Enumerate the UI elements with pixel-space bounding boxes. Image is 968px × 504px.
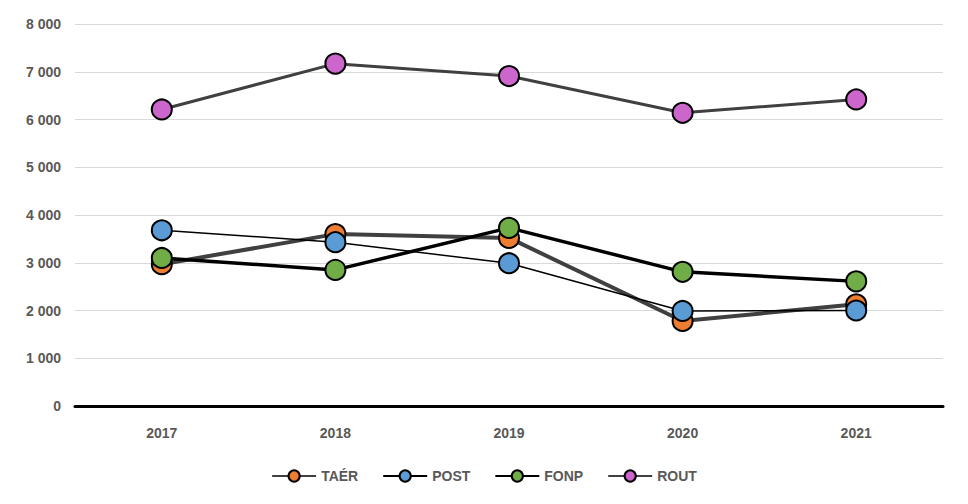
svg-text:3 000: 3 000 [26,255,61,271]
svg-text:POST: POST [432,468,471,484]
svg-text:FONP: FONP [544,468,583,484]
svg-text:2 000: 2 000 [26,303,61,319]
svg-text:ROUT: ROUT [657,468,697,484]
svg-text:1 000: 1 000 [26,350,61,366]
svg-text:4 000: 4 000 [26,207,61,223]
svg-text:2020: 2020 [667,425,698,441]
svg-text:2018: 2018 [320,425,351,441]
svg-text:2021: 2021 [841,425,872,441]
svg-text:2017: 2017 [146,425,177,441]
svg-text:0: 0 [53,398,61,414]
svg-text:6 000: 6 000 [26,112,61,128]
svg-text:8 000: 8 000 [26,16,61,32]
svg-text:2019: 2019 [493,425,524,441]
svg-text:7 000: 7 000 [26,64,61,80]
svg-text:5 000: 5 000 [26,159,61,175]
svg-text:TAÉR: TAÉR [321,468,358,484]
